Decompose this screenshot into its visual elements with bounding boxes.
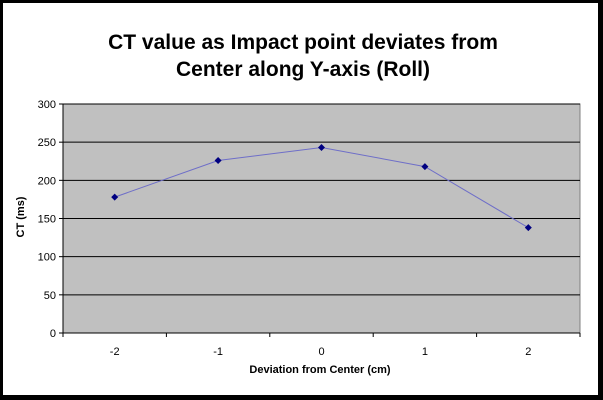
x-tick-label: -2 xyxy=(110,346,120,358)
y-tick-label: 50 xyxy=(44,290,56,302)
y-tick-label: 300 xyxy=(38,99,56,111)
x-axis-ticks: -2 -1 0 1 2 xyxy=(62,333,581,358)
y-axis-ticks: 0 50 100 150 200 250 300 xyxy=(38,99,63,340)
y-tick-label: 150 xyxy=(38,214,56,226)
x-tick-label: 2 xyxy=(525,346,531,358)
y-tick-label: 100 xyxy=(38,252,56,264)
x-tick-label: -1 xyxy=(213,346,223,358)
data-point-marker xyxy=(318,144,325,152)
x-tick-label: 1 xyxy=(422,346,428,358)
chart-title-line-1: CT value as Impact point deviates from xyxy=(108,31,498,54)
gridlines xyxy=(62,103,580,334)
chart-title-line-2: Center along Y-axis (Roll) xyxy=(176,58,430,81)
y-tick-label: 200 xyxy=(38,175,56,187)
data-point-marker xyxy=(214,156,222,164)
x-tick-label: 0 xyxy=(318,346,324,358)
data-point-marker xyxy=(111,193,119,201)
y-tick-label: 0 xyxy=(50,328,56,340)
data-point-marker xyxy=(421,163,429,171)
x-axis-label: Deviation from Center (cm) xyxy=(249,364,391,376)
data-point-marker xyxy=(524,224,532,232)
y-tick-label: 250 xyxy=(38,137,56,149)
line-chart: CT value as Impact point deviates from C… xyxy=(15,31,581,376)
y-axis-label: CT (ms) xyxy=(15,196,27,237)
data-markers xyxy=(111,144,532,232)
chart-frame: CT value as Impact point deviates from C… xyxy=(3,3,598,395)
